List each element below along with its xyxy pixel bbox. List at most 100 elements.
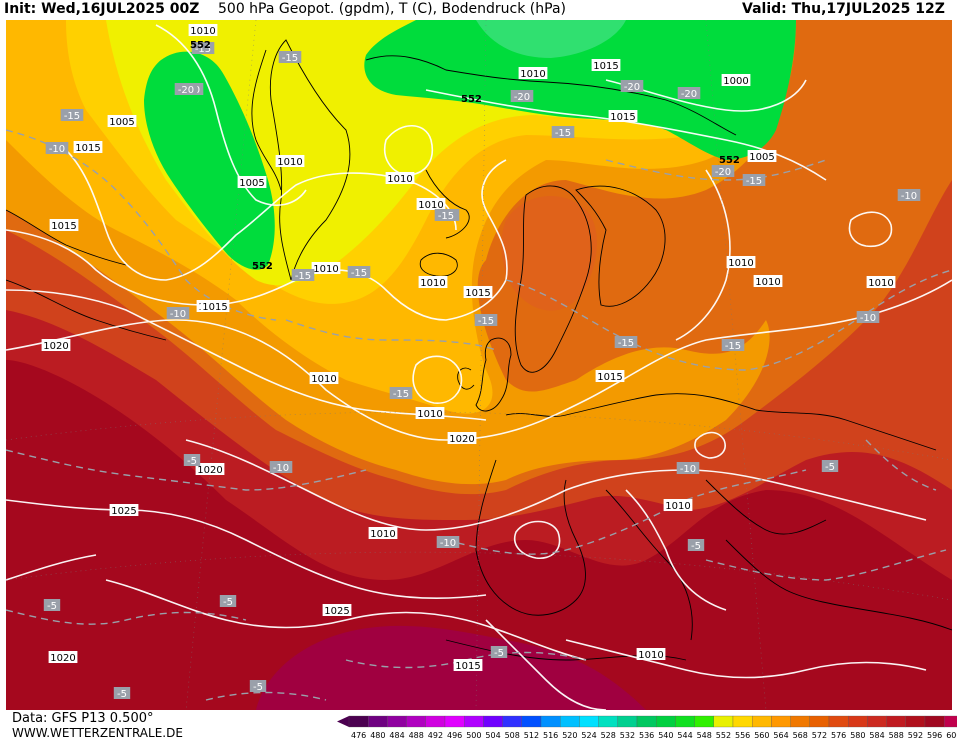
weather-map[interactable]: 1010 1005 1015 1010 1005 1010 1015 1010 1010 1010… [6, 20, 952, 710]
isotherm-label: -15 [551, 126, 575, 139]
isobar-label-text: 1010 [420, 278, 445, 289]
scale-swatch [540, 715, 561, 728]
isotherm-label-text: -5 [47, 601, 57, 612]
isotherm-label-text: -15 [295, 271, 311, 282]
scale-tick-label: 480 [370, 731, 385, 740]
isotherm-label: -15 [474, 314, 498, 327]
isobar-label-text: 1010 [728, 258, 753, 269]
scale-tick-label: 476 [351, 731, 366, 740]
isotherms [6, 129, 952, 701]
isotherm-label: -15 [60, 109, 84, 122]
fill-548-west [144, 51, 275, 270]
scale-tick-label: 504 [485, 731, 500, 740]
isotherm-label-text: -20 [681, 89, 697, 100]
scale-tick-label: 548 [697, 731, 712, 740]
isotherm-label: -5 [687, 539, 705, 552]
isotherm-label-text: -10 [901, 191, 917, 202]
isotherm-label-text: -5 [187, 456, 197, 467]
scale-swatch [348, 715, 369, 728]
scale-swatch [848, 715, 868, 728]
isotherm-label-text: -15 [555, 128, 571, 139]
footer: Data: GFS P13 0.500° WWW.WETTERZENTRALE.… [0, 710, 959, 741]
map-canvas[interactable]: 1010100510151010100510101015101010101010… [6, 20, 952, 710]
isotherm-label: -5 [821, 460, 839, 473]
isotherm-label: -10 [166, 307, 190, 320]
isobar-label-text: 1015 [465, 288, 490, 299]
isotherm-label-text: -15 [618, 338, 634, 349]
isotherm-label-text: -5 [253, 682, 263, 693]
isobar-label: 1010 [188, 24, 218, 37]
isotherm-label: -5 [490, 646, 508, 659]
scale-swatch [732, 715, 753, 728]
scale-swatch [617, 715, 638, 728]
isotherm-label-text: -5 [117, 689, 127, 700]
isotherm-label-text: -15 [438, 211, 454, 222]
isobar-label: 1025 [109, 504, 139, 517]
isotherm-label: -10 [45, 142, 69, 155]
scale-swatch [406, 715, 426, 728]
graticule [6, 20, 952, 710]
init-time: Init: Wed,16JUL2025 00Z [4, 1, 200, 17]
scale-swatch [521, 715, 542, 728]
website-link[interactable]: WWW.WETTERZENTRALE.DE [12, 726, 183, 740]
isobar-label-text: 1015 [610, 112, 635, 123]
isotherm-label: -5 [113, 687, 131, 700]
isobar-label: 1020 [447, 432, 477, 445]
isobar-label: 1025 [322, 604, 352, 617]
isobar-label: 1015 [200, 300, 230, 313]
isobar-label-text: 1015 [202, 302, 227, 313]
isobar-label: 1010 [418, 276, 448, 289]
isobar-label: 1010 [385, 172, 415, 185]
geopotential-label: 552 [719, 155, 740, 166]
isobars [6, 24, 952, 710]
isotherm-label: -10 [897, 189, 921, 202]
isotherm-label-text: -5 [494, 648, 504, 659]
scale-tick-label: 576 [831, 731, 846, 740]
isotherm-label: -15 [291, 269, 315, 282]
fill-544-east [476, 20, 626, 58]
scale-swatch [483, 715, 503, 728]
isotherm-label: -10 [436, 536, 460, 549]
fill-596-spain [256, 625, 646, 710]
isobar-label-text: 1010 [665, 501, 690, 512]
scale-swatch [944, 715, 957, 728]
isotherm-label-text: -5 [825, 462, 835, 473]
scale-tick-label: 484 [389, 731, 404, 740]
geopotential-label: 552 [190, 40, 211, 51]
scale-swatch [464, 715, 484, 728]
scale-swatch [560, 715, 580, 728]
scale-swatch [387, 715, 407, 728]
isobar-label-text: 1025 [324, 606, 349, 617]
isobar-label: 1010 [275, 155, 305, 168]
scale-tick-label: 536 [639, 731, 654, 740]
scale-tick-label: 524 [581, 731, 596, 740]
scale-swatch [924, 715, 945, 728]
scale-tick-label: 528 [601, 731, 616, 740]
isotherm-label: -20 [677, 87, 701, 100]
scale-tick-label: 516 [543, 731, 558, 740]
isobar-label-text: 1010 [418, 200, 443, 211]
scale-swatch [636, 715, 657, 728]
isobar-label-text: 1000 [723, 76, 748, 87]
coastlines [6, 39, 952, 661]
scale-swatch [656, 715, 676, 728]
scale-swatch [713, 715, 734, 728]
isobar-label-text: 1010 [370, 529, 395, 540]
isobar-label: 1005 [107, 115, 137, 128]
scale-tick-label: 592 [908, 731, 923, 740]
isobar-labels: 1010100510151010100510101015101010101010… [41, 24, 896, 672]
temperature-labels: -15 -15 -20 -15 -10 -20 -15 -20 -20 -20 -15 -15 -15 -… [43, 42, 921, 700]
geopotential-label: 552 [461, 94, 482, 105]
scale-swatch [579, 715, 599, 728]
scale-tick-label: 568 [793, 731, 808, 740]
scale-swatch [502, 715, 522, 728]
isotherm-label-text: -20 [715, 167, 731, 178]
scale-tick-label: 596 [927, 731, 942, 740]
isobar-label-text: 1010 [520, 69, 545, 80]
valid-time: Valid: Thu,17JUL2025 12Z [742, 1, 945, 17]
scale-swatch [675, 715, 695, 728]
scale-tick-label: 520 [562, 731, 577, 740]
isobar-label-text: 1015 [51, 221, 76, 232]
geopotential-label: 552 [252, 261, 273, 272]
isotherm-label-text: -10 [440, 538, 456, 549]
